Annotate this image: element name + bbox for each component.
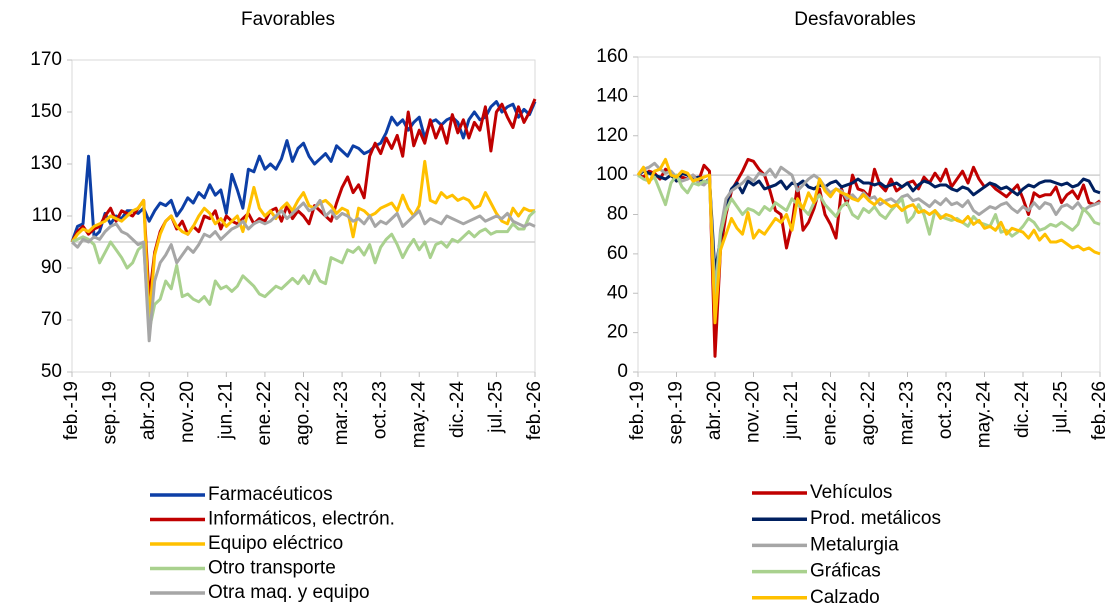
y-tick-label: 140	[596, 85, 628, 106]
x-tick-label: may.-24	[408, 381, 429, 449]
x-tick-label: jul.-25	[1051, 381, 1072, 434]
x-tick-label: nov.-20	[177, 381, 198, 443]
y-tick-label: 120	[596, 125, 628, 146]
y-tick-label: 150	[30, 101, 62, 122]
x-tick-label: ene.-22	[254, 381, 275, 445]
legend-label: Metalurgia	[810, 534, 899, 555]
x-tick-label: dic.-24	[1012, 381, 1033, 438]
x-tick-label: abr.-20	[704, 381, 725, 440]
x-tick-label: abr.-20	[138, 381, 159, 440]
y-tick-label: 110	[32, 205, 62, 226]
x-tick-label: jun.-21	[215, 381, 236, 440]
chart-title: Desfavorables	[794, 9, 915, 30]
x-tick-label: dic.-24	[447, 381, 468, 438]
x-tick-label: nov.-20	[743, 381, 764, 443]
legend-label: Calzado	[810, 587, 880, 608]
series-line	[70, 198, 536, 343]
y-tick-label: 20	[607, 322, 628, 343]
legend-label: Equipo eléctrico	[208, 533, 343, 554]
legend-label: Gráficas	[810, 561, 881, 582]
legend-label: Informáticos, electrón.	[208, 509, 395, 530]
x-tick-label: feb.-19	[61, 381, 82, 440]
series-line	[70, 100, 537, 243]
x-tick-label: jun.-21	[781, 381, 802, 440]
x-tick-label: feb.-26	[1089, 381, 1110, 440]
legend-label: Prod. metálicos	[810, 508, 941, 529]
x-tick-label: jul.-25	[485, 381, 506, 434]
x-tick-label: sep.-19	[100, 381, 121, 444]
series-line	[636, 157, 1101, 325]
series-line	[70, 159, 535, 322]
legend-label: Vehículos	[810, 482, 892, 503]
x-tick-label: oct.-23	[935, 381, 956, 439]
y-tick-label: 70	[41, 309, 62, 330]
legend-label: Otra maq. y equipo	[208, 582, 370, 603]
y-tick-label: 90	[41, 257, 62, 278]
x-tick-label: feb.-19	[627, 381, 648, 440]
series-line	[637, 169, 1101, 276]
chart-title: Favorables	[241, 9, 335, 30]
y-tick-label: 50	[41, 361, 62, 382]
x-tick-label: feb.-26	[524, 381, 545, 440]
y-tick-label: 80	[607, 204, 628, 225]
series-line	[637, 157, 1101, 358]
y-tick-label: 0	[617, 361, 628, 382]
x-tick-label: ago.-22	[293, 381, 314, 445]
plot-frame	[637, 56, 1101, 373]
x-tick-label: ene.-22	[820, 381, 841, 445]
y-tick-label: 170	[30, 49, 62, 70]
x-tick-label: may.-24	[974, 381, 995, 449]
series-line	[71, 209, 537, 332]
y-tick-label: 60	[607, 243, 628, 264]
x-tick-label: sep.-19	[666, 381, 687, 444]
x-tick-label: ago.-22	[858, 381, 879, 445]
y-tick-label: 40	[607, 282, 628, 303]
y-tick-label: 130	[30, 153, 62, 174]
x-tick-label: mar.-23	[897, 381, 918, 445]
legend-label: Farmacéuticos	[208, 484, 333, 505]
x-tick-label: oct.-23	[370, 381, 391, 439]
y-tick-label: 160	[596, 46, 628, 67]
legend-label: Otro transporte	[208, 558, 336, 579]
x-tick-label: mar.-23	[331, 381, 352, 445]
y-tick-label: 100	[596, 164, 628, 185]
